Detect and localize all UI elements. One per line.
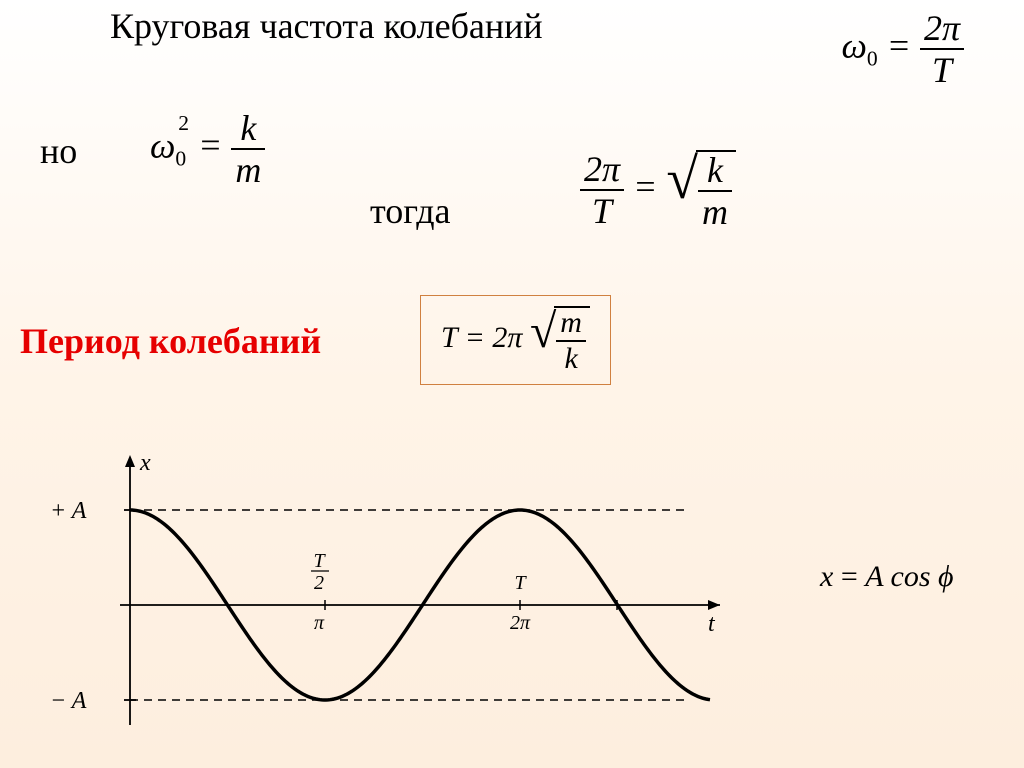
sqrt-symbol: √ — [666, 154, 698, 234]
svg-text:T: T — [514, 572, 527, 594]
equals: = — [887, 25, 920, 65]
oscillation-graph: xt+ A− AT2πT2π — [30, 440, 730, 750]
formula-2piT-sqrt-km: 2π T = √ k m — [580, 150, 736, 230]
sqrt-symbol: √ — [530, 310, 556, 378]
frac-num-r: k — [703, 152, 727, 188]
frac-den: T — [928, 52, 956, 88]
frac-den: k — [560, 344, 581, 374]
formula-x-Acosphi: x = A cos ϕ — [820, 560, 954, 594]
frac-num-l: 2π — [580, 151, 624, 187]
formula-omega-2pi-T: ω0 = 2π T — [841, 10, 964, 88]
rhs: A cos ϕ — [865, 560, 953, 593]
formula-period: T = 2π √ m k — [420, 295, 611, 385]
frac-den: m — [231, 152, 265, 188]
svg-text:T: T — [313, 550, 326, 572]
omega-sub: 0 — [175, 146, 186, 170]
graph-svg: xt+ A− AT2πT2π — [30, 440, 730, 750]
svg-text:− A: − A — [50, 688, 87, 714]
equals: = — [198, 125, 231, 165]
equals: = — [841, 560, 865, 593]
frac-den-l: T — [588, 193, 616, 229]
svg-text:π: π — [314, 612, 325, 634]
page-title: Круговая частота колебаний — [110, 5, 543, 47]
omega-sup: 2 — [178, 111, 189, 135]
svg-text:x: x — [139, 450, 151, 476]
frac-num: 2π — [920, 10, 964, 46]
frac-num: m — [556, 308, 586, 338]
omega-symbol: ω — [150, 125, 175, 165]
label-but: но — [40, 130, 77, 172]
equals-2pi: = 2π — [465, 321, 523, 354]
svg-text:t: t — [708, 611, 716, 637]
T-symbol: T — [441, 321, 457, 354]
omega-symbol: ω — [841, 25, 866, 65]
frac-num: k — [236, 110, 260, 146]
label-period: Период колебаний — [20, 320, 321, 362]
x-symbol: x — [820, 560, 833, 593]
svg-text:+ A: + A — [50, 498, 87, 524]
label-then: тогда — [370, 190, 451, 232]
omega-sub: 0 — [867, 46, 878, 70]
formula-omega-sq-km: ω0 2 = k m — [150, 110, 265, 188]
frac-den-r: m — [698, 194, 732, 230]
equals: = — [633, 166, 666, 206]
svg-text:2π: 2π — [510, 612, 531, 634]
svg-text:2: 2 — [314, 572, 324, 594]
